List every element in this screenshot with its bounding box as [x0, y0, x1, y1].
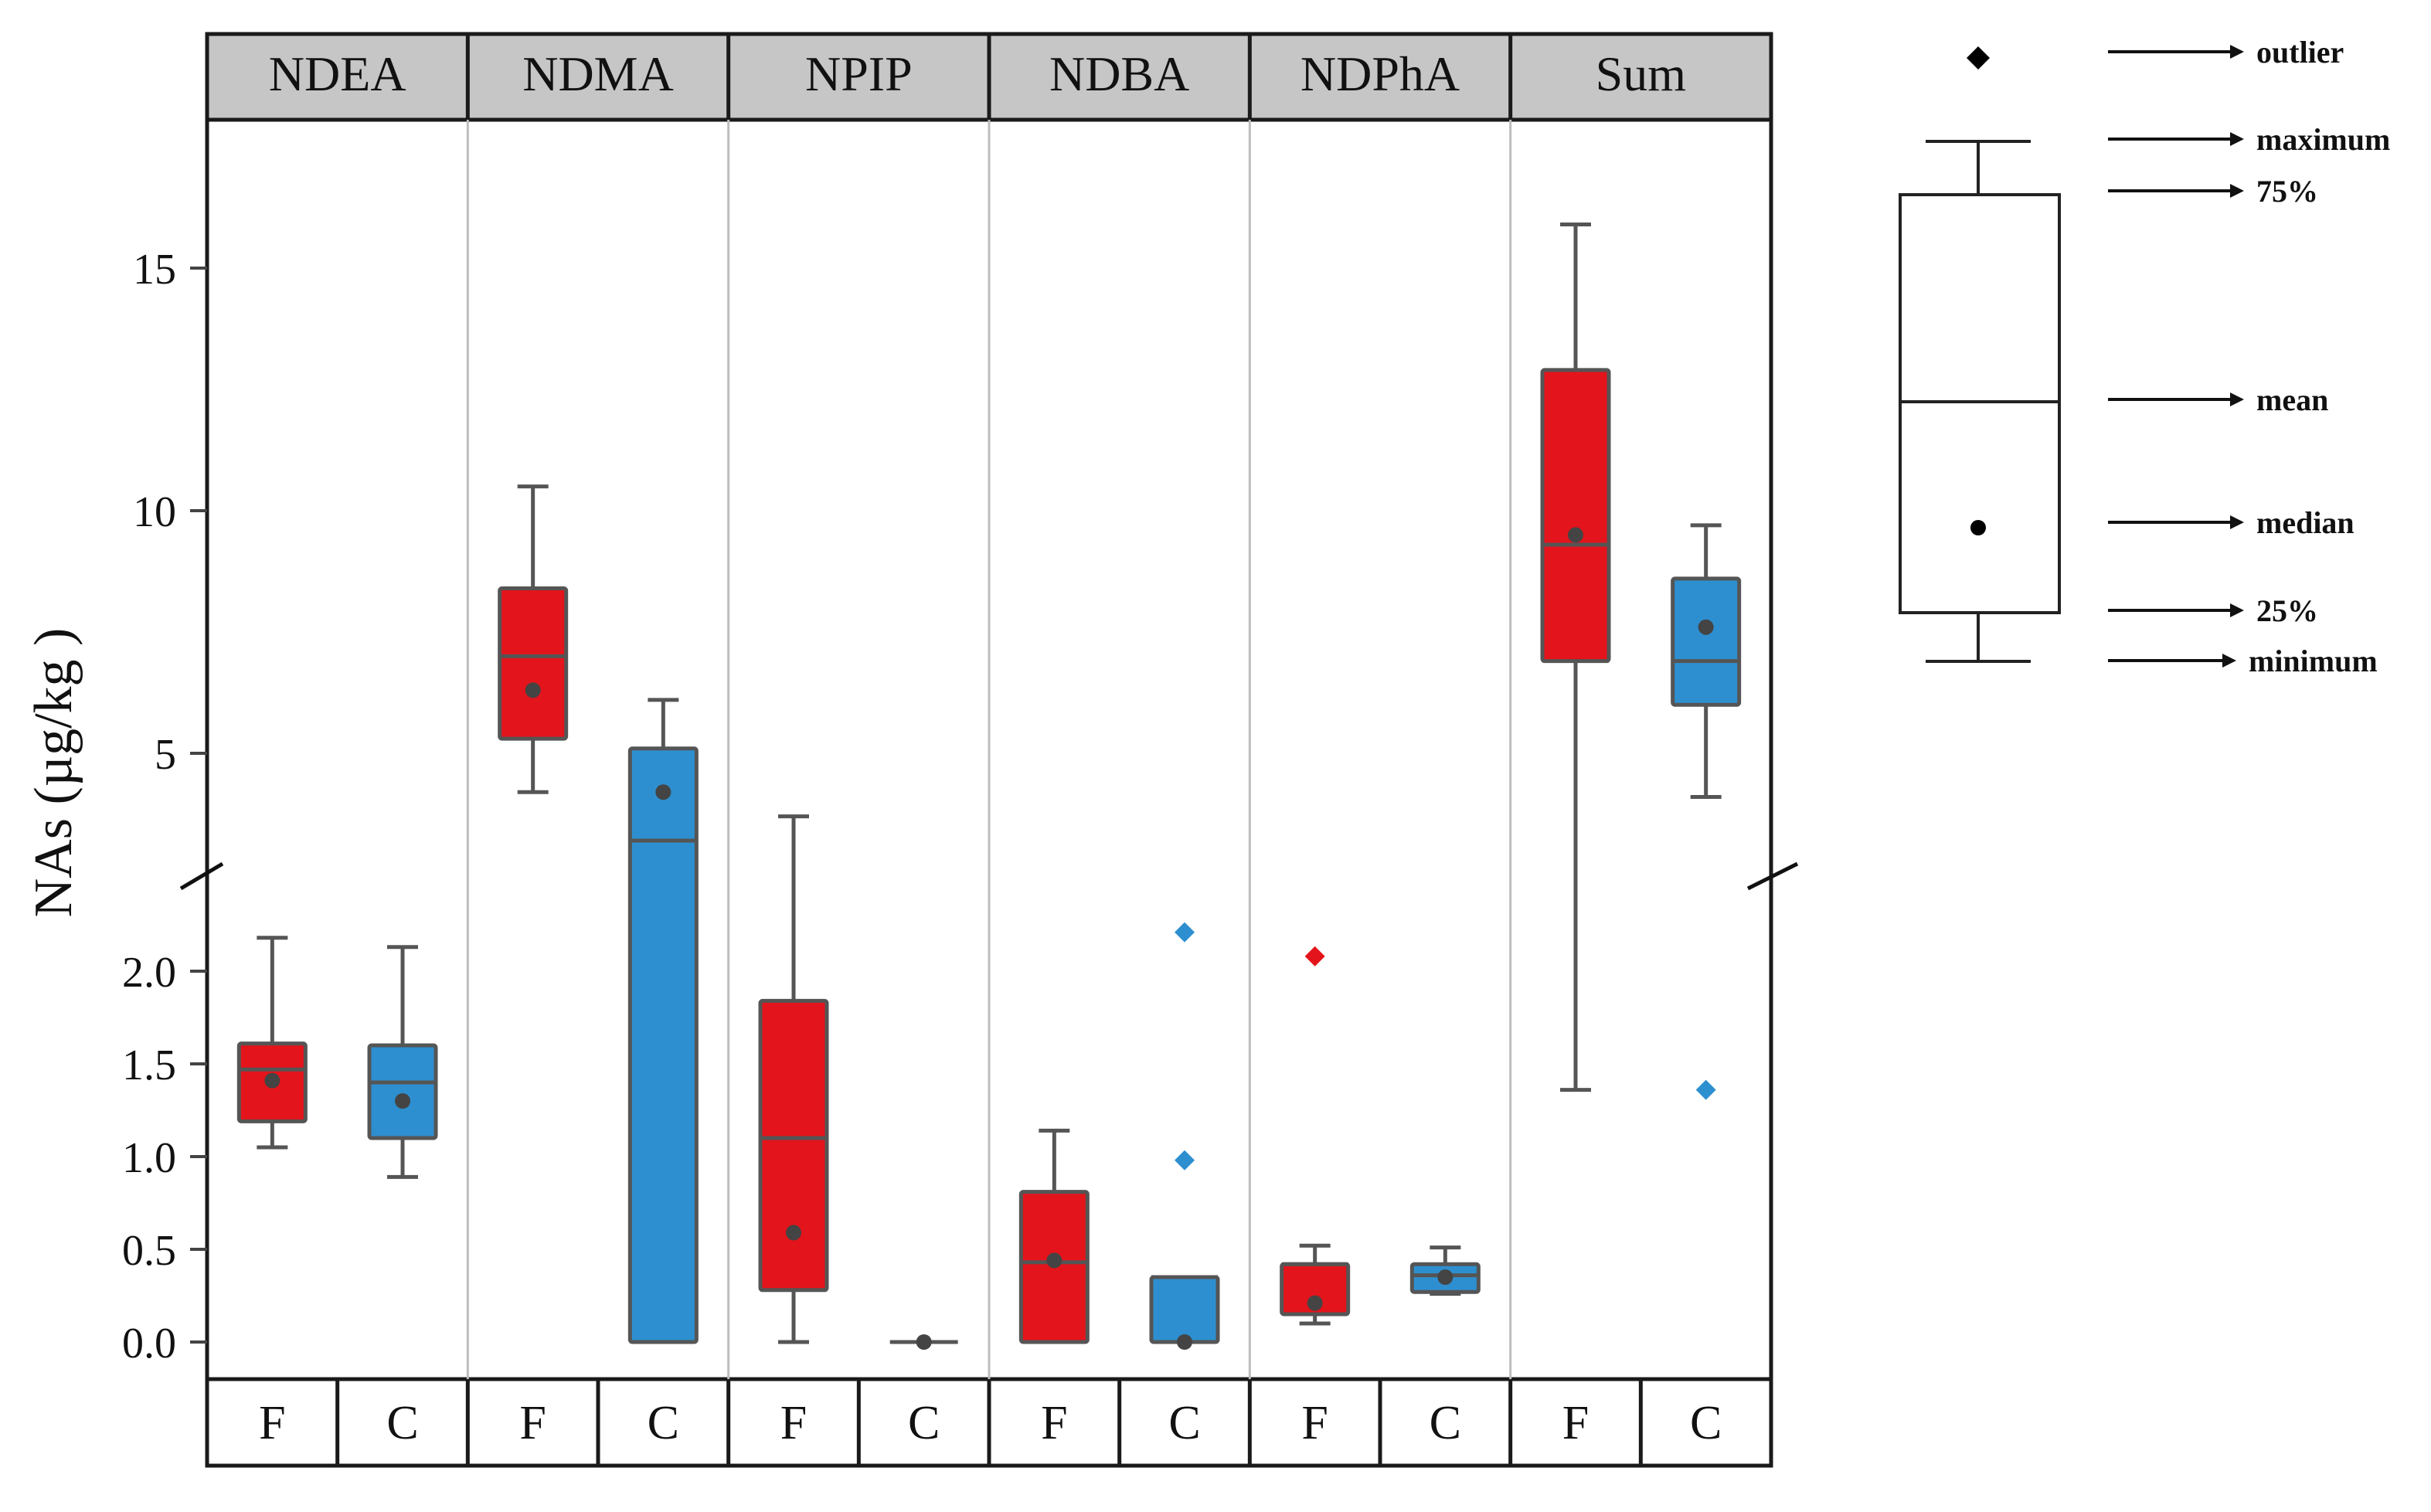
- group-label-f: F: [1301, 1397, 1328, 1449]
- legend-outlier-marker: [1967, 46, 1990, 70]
- axis-break-right: [1746, 861, 1799, 891]
- box-ndpha-f: [1280, 946, 1351, 1326]
- axis-break-left: [179, 861, 224, 891]
- mean-marker: [655, 784, 672, 800]
- box-npip-f: [758, 814, 829, 1344]
- legend-box: [1899, 193, 2061, 614]
- group-label-c: C: [1168, 1397, 1200, 1449]
- panel-title-ndea: NDEA: [269, 46, 406, 101]
- panel-title-ndma: NDMA: [522, 46, 674, 101]
- mean-marker: [525, 682, 541, 698]
- box-sum-f: [1540, 222, 1611, 1092]
- legend-label-2: 75%: [2256, 174, 2318, 209]
- group-label-c: C: [1690, 1397, 1722, 1449]
- mean-marker: [1307, 1295, 1323, 1311]
- outlier-marker: [1175, 1150, 1195, 1171]
- mean-marker: [786, 1225, 801, 1241]
- box-npip-c: [889, 1334, 958, 1350]
- box-sum-c: [1671, 523, 1742, 1100]
- group-label-c: C: [648, 1397, 679, 1449]
- group-label-c: C: [908, 1397, 940, 1449]
- box-iqr: [1540, 368, 1611, 664]
- y-axis-title: NAs (µg/kg ): [24, 628, 83, 918]
- legend-label-4: median: [2256, 505, 2354, 540]
- panel-title-ndba: NDBA: [1049, 46, 1189, 101]
- box-ndpha-c: [1409, 1245, 1481, 1296]
- outlier-marker: [1304, 946, 1325, 967]
- mean-marker: [1046, 1252, 1062, 1269]
- legend-arrow-head: [2230, 515, 2244, 529]
- y-tick-label: 15: [133, 246, 176, 294]
- mean-marker: [916, 1334, 932, 1350]
- y-tick-label: 1.5: [122, 1041, 176, 1089]
- group-label-f: F: [259, 1397, 285, 1449]
- legend: outlier maximum 75% mean median 25% minimum: [1899, 35, 2390, 678]
- y-tick-label: 1.0: [122, 1134, 176, 1182]
- mean-marker: [395, 1093, 410, 1109]
- box-iqr: [498, 586, 569, 741]
- mean-marker: [1437, 1269, 1454, 1285]
- group-label-f: F: [519, 1397, 546, 1449]
- group-label-f: F: [1041, 1397, 1067, 1449]
- box-iqr: [1149, 1275, 1220, 1344]
- panel-title-npip: NPIP: [805, 46, 913, 101]
- box-iqr: [627, 746, 699, 1344]
- box-ndea-c: [367, 945, 438, 1179]
- legend-label-6: minimum: [2249, 644, 2378, 678]
- outlier-marker: [1175, 922, 1195, 943]
- legend-label-0: outlier: [2256, 35, 2344, 70]
- box-ndba-f: [1018, 1128, 1090, 1344]
- mean-marker: [264, 1072, 280, 1089]
- outlier-marker: [1695, 1079, 1716, 1100]
- y-tick-label: 5: [155, 731, 176, 779]
- panel-title-ndpha: NDPhA: [1300, 46, 1460, 101]
- y-tick-label: 0.5: [122, 1227, 176, 1275]
- box-iqr: [367, 1043, 438, 1140]
- mean-marker: [1698, 619, 1714, 635]
- legend-arrow-head: [2230, 392, 2244, 406]
- legend-arrow-head: [2222, 654, 2236, 668]
- y-tick-label: 10: [133, 488, 176, 536]
- mean-marker: [1568, 527, 1583, 543]
- y-tick-label: 0.0: [122, 1320, 176, 1368]
- legend-label-1: maximum: [2256, 122, 2390, 157]
- group-label-c: C: [386, 1397, 418, 1449]
- box-iqr: [758, 998, 829, 1293]
- legend-arrow-head: [2230, 184, 2244, 198]
- y-tick-label: 2.0: [122, 949, 176, 997]
- legend-arrow-head: [2230, 132, 2244, 146]
- plot-area: NDEA F C NDMA F C NPIP F C NDBA F C NDPhA F C Sum F C 0.0 0…: [24, 32, 1799, 1468]
- mean-marker: [1177, 1334, 1192, 1350]
- legend-arrow-head: [2230, 603, 2244, 617]
- legend-arrow-head: [2230, 45, 2244, 59]
- legend-median-dot: [1970, 520, 1986, 535]
- group-label-c: C: [1430, 1397, 1461, 1449]
- box-iqr: [1671, 576, 1742, 707]
- box-ndma-c: [627, 698, 699, 1344]
- group-label-f: F: [1562, 1397, 1589, 1449]
- legend-label-3: mean: [2256, 382, 2328, 417]
- box-ndea-f: [236, 936, 308, 1150]
- legend-label-5: 25%: [2256, 593, 2318, 628]
- panel-title-sum: Sum: [1596, 46, 1686, 101]
- box-ndma-f: [498, 484, 569, 794]
- box-ndba-c: [1149, 922, 1220, 1350]
- group-label-f: F: [780, 1397, 807, 1449]
